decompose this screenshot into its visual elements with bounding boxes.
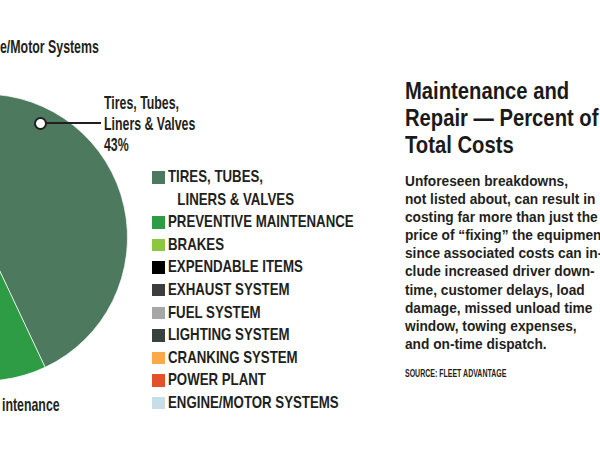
legend-item-lighting-system: LIGHTING SYSTEM <box>152 324 406 347</box>
article-body: Unforeseen breakdowns, not listed about,… <box>405 172 600 353</box>
article-heading: Maintenance and Repair — Percent of Tota… <box>405 78 600 159</box>
legend-item-tires: TIRES, TUBES,LINERS & VALVES <box>152 166 406 211</box>
infographic-page: { "chart_data": { "type": "pie", "title"… <box>0 0 600 450</box>
slice-label-engine-motor-systems: e/Motor Systems <box>0 36 152 57</box>
legend-item-power-plant: POWER PLANT <box>152 369 406 392</box>
legend-swatch-tires <box>152 171 165 184</box>
pie-legend: TIRES, TUBES,LINERS & VALVES PREVENTIVE … <box>152 166 406 415</box>
legend-item-exhaust-system: EXHAUST SYSTEM <box>152 279 406 302</box>
slice-label-preventive-maintenance: intenance <box>2 394 91 415</box>
legend-swatch-exhaust-system <box>152 284 165 297</box>
legend-item-cranking-system: CRANKING SYSTEM <box>152 347 406 370</box>
legend-swatch-expendable-items <box>152 261 165 274</box>
legend-swatch-cranking-system <box>152 352 165 365</box>
legend-item-engine-motor-systems: ENGINE/MOTOR SYSTEMS <box>152 392 406 415</box>
legend-swatch-power-plant <box>152 374 165 387</box>
legend-swatch-engine-motor-systems <box>152 397 165 410</box>
legend-swatch-brakes <box>152 239 165 252</box>
callout-label-tires-43: Tires, Tubes, Liners & Valves 43% <box>104 92 244 155</box>
legend-item-fuel-system: FUEL SYSTEM <box>152 302 406 325</box>
legend-item-expendable-items: EXPENDABLE ITEMS <box>152 256 406 279</box>
callout-line <box>46 122 101 124</box>
legend-item-brakes: BRAKES <box>152 234 406 257</box>
legend-swatch-fuel-system <box>152 307 165 320</box>
legend-swatch-lighting-system <box>152 329 165 342</box>
legend-item-preventive-maintenance: PREVENTIVE MAINTENANCE <box>152 211 406 234</box>
article-source: SOURCE: FLEET ADVANTAGE <box>405 368 506 379</box>
legend-swatch-preventive-maintenance <box>152 216 165 229</box>
